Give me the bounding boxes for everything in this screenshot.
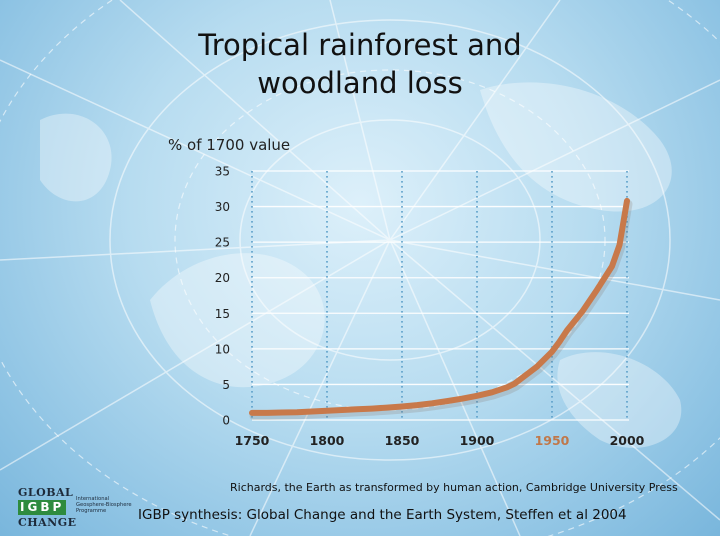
y-tick-label: 0 [222, 414, 230, 428]
y-tick-label: 10 [215, 342, 230, 356]
x-tick-label: 1950 [535, 433, 570, 448]
y-tick-label: 15 [215, 307, 230, 321]
y-tick-label: 25 [215, 236, 230, 250]
x-tick-label: 1850 [385, 433, 420, 448]
series-line-shadow [249, 199, 633, 420]
x-tick-label: 1750 [235, 433, 270, 448]
credit-line: IGBP synthesis: Global Change and the Ea… [138, 507, 627, 523]
logo-word-igbp: IGBP [18, 500, 67, 515]
logo-word-global: GLOBAL [18, 486, 74, 499]
x-tick-label: 2000 [610, 433, 645, 448]
y-tick-label: 35 [215, 165, 230, 179]
y-tick-label: 5 [222, 378, 230, 392]
logo-subtitle: International Geosphere-Biosphere Progra… [76, 496, 132, 514]
y-axis-label: % of 1700 value [168, 136, 291, 154]
x-tick-label: 1900 [460, 433, 495, 448]
y-tick-label: 20 [215, 271, 230, 285]
source-citation: Richards, the Earth as transformed by hu… [230, 481, 678, 494]
title-line-2: woodland loss [257, 66, 463, 100]
series-line [249, 197, 630, 416]
y-tick-label: 30 [215, 200, 230, 214]
logo-word-change: CHANGE [18, 516, 77, 529]
x-tick-label: 1800 [310, 433, 345, 448]
title-line-1: Tropical rainforest and [198, 28, 522, 62]
slide-title: Tropical rainforest and woodland loss [0, 26, 720, 102]
igbp-logo: GLOBAL IGBP CHANGE International Geosphe… [18, 486, 134, 530]
